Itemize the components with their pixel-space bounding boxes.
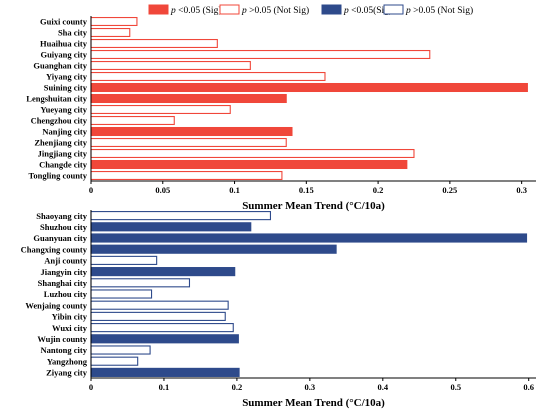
category-label: Zhenjiang city — [34, 138, 87, 148]
x-axis-title: Summer Mean Trend (°C/10a) — [242, 397, 385, 409]
bar — [90, 300, 229, 310]
bar — [90, 255, 158, 265]
bar — [90, 82, 528, 93]
bar — [90, 148, 415, 159]
x-tick-label: 0.3 — [305, 382, 316, 392]
bar — [90, 16, 138, 27]
x-tick-label: 0.5 — [450, 382, 461, 392]
legend-label: p <0.05 (Sig) — [170, 5, 221, 16]
bar — [90, 115, 175, 126]
x-tick-label: 0.25 — [442, 185, 457, 195]
category-label: Changde city — [39, 160, 88, 170]
bar — [90, 244, 337, 254]
bar — [90, 323, 234, 333]
legend-label: p >0.05 (Not Sig) — [405, 5, 473, 16]
category-label: Yibin city — [52, 312, 88, 322]
legend-swatch — [219, 4, 240, 15]
x-tick-label: 0.4 — [377, 382, 388, 392]
legend-label: p >0.05 (Not Sig) — [241, 5, 309, 16]
category-label: Guanyuan city — [33, 233, 87, 243]
bar — [90, 49, 431, 60]
bar — [90, 137, 287, 148]
category-label: Guiyang city — [40, 50, 87, 60]
category-label: Guanghan city — [33, 61, 87, 71]
bar — [90, 334, 239, 344]
category-label: Nanjing city — [42, 127, 87, 137]
x-tick-label: 0 — [89, 185, 93, 195]
category-label: Guixi county — [40, 17, 88, 27]
category-label: Tongling county — [29, 171, 88, 181]
bar — [90, 27, 131, 38]
bar — [90, 356, 139, 366]
bar — [90, 311, 226, 321]
bar — [90, 38, 218, 49]
category-label: Nantong city — [40, 345, 87, 355]
category-label: Wuxi city — [52, 323, 88, 333]
bar — [90, 159, 408, 170]
bar — [90, 126, 293, 137]
x-tick-label: 0.15 — [299, 185, 314, 195]
category-label: Changxing county — [21, 244, 88, 254]
x-tick-label: 0.2 — [232, 382, 243, 392]
category-label: Shanghai city — [38, 278, 88, 288]
category-label: Wujin county — [37, 334, 87, 344]
category-label: Luzhou city — [44, 289, 88, 299]
category-label: Ziyang city — [46, 368, 88, 378]
bar — [90, 104, 231, 115]
category-label: Lengshuitan city — [26, 94, 87, 104]
bar — [90, 71, 326, 82]
category-label: Chengzhou city — [31, 116, 88, 126]
bar — [90, 345, 151, 355]
bar — [90, 211, 272, 221]
category-label: Shuzhou city — [40, 222, 88, 232]
category-label: Shaoyang city — [36, 211, 88, 221]
bar — [90, 60, 251, 71]
x-tick-label: 0.3 — [516, 185, 527, 195]
x-axis-title: Summer Mean Trend (°C/10a) — [242, 200, 385, 212]
category-label: Yueyang city — [40, 105, 87, 115]
category-label: Yangzhong — [47, 356, 88, 366]
x-tick-label: 0.2 — [373, 185, 384, 195]
bar — [90, 289, 153, 299]
legend-swatch — [148, 4, 169, 15]
x-tick-label: 0.1 — [159, 382, 170, 392]
legend-swatch — [383, 4, 404, 15]
bar — [90, 367, 240, 377]
x-tick-label: 0 — [89, 382, 93, 392]
x-tick-label: 0.05 — [155, 185, 170, 195]
legend-label: p <0.05(Sig) — [343, 5, 392, 16]
legend: p <0.05 (Sig) p >0.05 (Not Sig) p <0.05(Si… — [148, 4, 473, 16]
bar — [90, 222, 252, 232]
category-label: Yiyang city — [46, 72, 88, 82]
legend-swatch — [321, 4, 342, 15]
category-label: Sha city — [58, 28, 88, 38]
category-label: Anji county — [44, 256, 87, 266]
category-label: Suining city — [44, 83, 88, 93]
category-label: Huaihua city — [40, 39, 88, 49]
bar — [90, 93, 287, 104]
bar — [90, 267, 236, 277]
bar — [90, 170, 283, 181]
category-label: Wenjaing county — [25, 300, 87, 310]
bar — [90, 233, 528, 243]
x-tick-label: 0.6 — [523, 382, 534, 392]
category-label: Jingjiang city — [38, 149, 88, 159]
bar — [90, 278, 191, 288]
category-label: Jiangyin city — [40, 267, 87, 277]
x-tick-label: 0.1 — [229, 185, 240, 195]
